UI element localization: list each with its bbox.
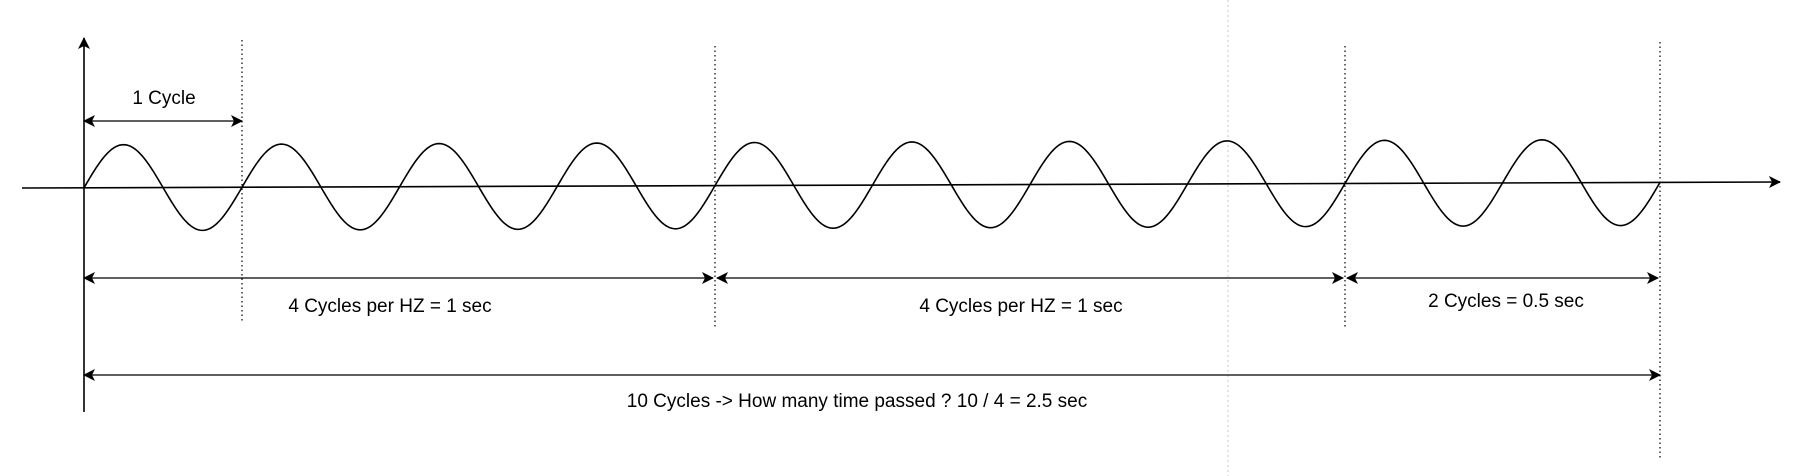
time-axis bbox=[21, 176, 1781, 189]
sine-wave bbox=[83, 139, 1661, 232]
segment-1-label: 4 Cycles per HZ = 1 sec bbox=[288, 296, 491, 317]
total-cycles-label: 10 Cycles -> How many time passed ? 10 /… bbox=[627, 391, 1087, 412]
segment-3-label: 2 Cycles = 0.5 sec bbox=[1428, 291, 1584, 312]
segment-2-label: 4 Cycles per HZ = 1 sec bbox=[919, 296, 1122, 317]
one-cycle-label: 1 Cycle bbox=[132, 88, 195, 109]
